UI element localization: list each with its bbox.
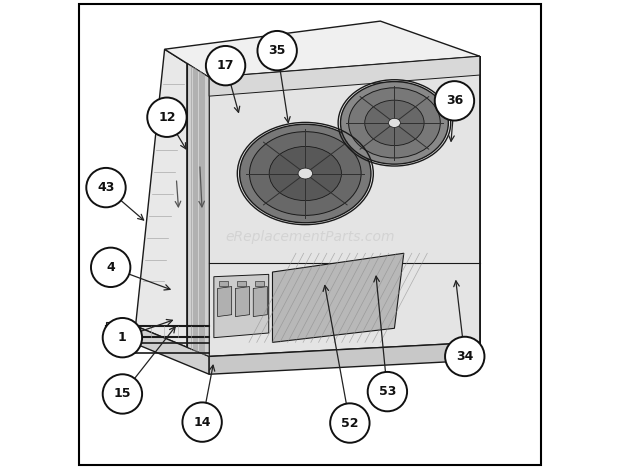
Text: 4: 4 (106, 261, 115, 274)
Ellipse shape (249, 132, 361, 215)
Text: 52: 52 (341, 416, 358, 430)
Circle shape (148, 98, 187, 137)
Bar (219, 281, 228, 286)
Polygon shape (209, 56, 480, 356)
Polygon shape (164, 21, 480, 77)
Text: 43: 43 (97, 181, 115, 194)
Circle shape (103, 318, 142, 357)
Text: 36: 36 (446, 94, 463, 107)
Ellipse shape (240, 124, 371, 223)
Polygon shape (187, 63, 209, 356)
Ellipse shape (340, 82, 448, 164)
Circle shape (435, 81, 474, 121)
Polygon shape (106, 322, 119, 342)
Polygon shape (209, 342, 480, 374)
Text: 1: 1 (118, 331, 126, 344)
Circle shape (257, 31, 297, 70)
Ellipse shape (298, 168, 312, 179)
Text: 17: 17 (217, 59, 234, 72)
Circle shape (91, 248, 130, 287)
Polygon shape (136, 326, 209, 374)
Circle shape (330, 403, 370, 443)
Text: eReplacementParts.com: eReplacementParts.com (225, 230, 395, 244)
Polygon shape (136, 49, 209, 356)
Ellipse shape (365, 100, 424, 145)
Text: 14: 14 (193, 416, 211, 429)
Bar (255, 281, 264, 286)
Circle shape (445, 337, 484, 376)
Polygon shape (253, 287, 267, 317)
Circle shape (182, 402, 222, 442)
Circle shape (103, 374, 142, 414)
Ellipse shape (389, 118, 401, 128)
Text: 35: 35 (268, 44, 286, 57)
Text: 53: 53 (379, 385, 396, 398)
Ellipse shape (269, 146, 342, 201)
Text: 34: 34 (456, 350, 474, 363)
Polygon shape (236, 287, 249, 317)
Polygon shape (214, 274, 268, 338)
Text: 12: 12 (158, 111, 175, 124)
Text: 15: 15 (113, 387, 131, 401)
Bar (237, 281, 246, 286)
Polygon shape (272, 253, 404, 342)
Circle shape (206, 46, 246, 85)
Circle shape (86, 168, 126, 207)
Ellipse shape (348, 88, 440, 158)
Circle shape (368, 372, 407, 411)
Polygon shape (209, 56, 480, 96)
Polygon shape (218, 287, 232, 317)
